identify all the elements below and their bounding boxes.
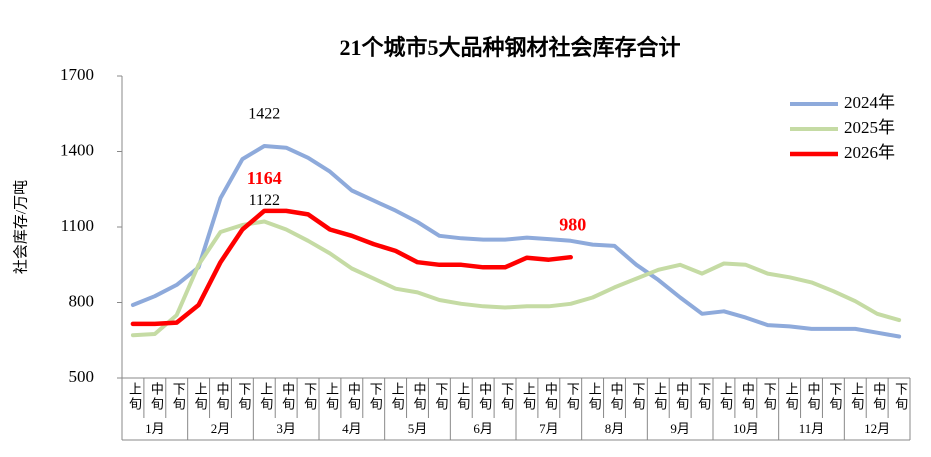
y-tick-label: 1700 xyxy=(60,65,94,84)
x-tick-label: 中旬 xyxy=(609,382,624,412)
x-tick-label: 上旬 xyxy=(784,382,799,412)
x-tick-label: 中旬 xyxy=(149,382,164,412)
x-tick-label: 下旬 xyxy=(696,382,711,412)
month-label: 2月 xyxy=(211,421,231,436)
data-label: 1422 xyxy=(248,106,280,123)
x-tick-label: 中旬 xyxy=(412,382,427,412)
month-label: 10月 xyxy=(733,421,759,436)
x-tick-label: 上旬 xyxy=(127,382,142,412)
x-tick-label: 下旬 xyxy=(433,382,448,412)
series-line xyxy=(130,219,902,338)
series-line xyxy=(130,208,573,327)
x-tick-label: 中旬 xyxy=(215,382,230,412)
x-tick-label: 上旬 xyxy=(718,382,733,412)
x-tick-label: 下旬 xyxy=(893,382,908,412)
month-label: 11月 xyxy=(799,421,825,436)
x-tick-label: 上旬 xyxy=(587,382,602,412)
month-label: 12月 xyxy=(864,421,890,436)
x-tick-label: 中旬 xyxy=(280,382,295,412)
data-label: 1164 xyxy=(247,168,282,188)
y-axis-title: 社会库存/万吨 xyxy=(12,180,29,274)
x-tick-label: 下旬 xyxy=(302,382,317,412)
y-tick-label: 1400 xyxy=(60,140,94,159)
legend-label: 2025年 xyxy=(844,118,895,137)
data-label: 980 xyxy=(559,214,586,234)
x-tick-label: 下旬 xyxy=(762,382,777,412)
month-label: 8月 xyxy=(605,421,625,436)
x-tick-label: 中旬 xyxy=(674,382,689,412)
x-tick-label: 上旬 xyxy=(193,382,208,412)
x-tick-label: 下旬 xyxy=(171,382,186,412)
data-label: 1122 xyxy=(249,192,280,209)
y-tick-label: 800 xyxy=(69,291,95,310)
legend-label: 2024年 xyxy=(844,93,895,112)
x-tick-label: 中旬 xyxy=(346,382,361,412)
series-line xyxy=(130,144,902,339)
x-tick-label: 中旬 xyxy=(740,382,755,412)
x-tick-label: 上旬 xyxy=(849,382,864,412)
x-tick-label: 下旬 xyxy=(368,382,383,412)
y-tick-label: 500 xyxy=(69,367,95,386)
legend-label: 2026年 xyxy=(844,143,895,162)
month-label: 6月 xyxy=(473,421,493,436)
month-label: 9月 xyxy=(670,421,690,436)
x-tick-label: 中旬 xyxy=(806,382,821,412)
chart-title: 21个城市5大品种钢材社会库存合计 xyxy=(339,35,680,60)
x-tick-label: 中旬 xyxy=(871,382,886,412)
x-tick-label: 上旬 xyxy=(258,382,273,412)
x-tick-label: 下旬 xyxy=(565,382,580,412)
x-tick-label: 下旬 xyxy=(499,382,514,412)
x-tick-label: 下旬 xyxy=(236,382,251,412)
x-tick-label: 下旬 xyxy=(827,382,842,412)
x-tick-label: 上旬 xyxy=(324,382,339,412)
x-tick-label: 中旬 xyxy=(477,382,492,412)
x-tick-label: 上旬 xyxy=(455,382,470,412)
x-tick-label: 上旬 xyxy=(390,382,405,412)
x-tick-label: 上旬 xyxy=(521,382,536,412)
month-label: 7月 xyxy=(539,421,559,436)
x-tick-label: 上旬 xyxy=(652,382,667,412)
x-tick-label: 下旬 xyxy=(630,382,645,412)
month-label: 3月 xyxy=(276,421,296,436)
month-label: 4月 xyxy=(342,421,362,436)
month-label: 5月 xyxy=(408,421,428,436)
month-label: 1月 xyxy=(145,421,165,436)
x-tick-label: 中旬 xyxy=(543,382,558,412)
y-tick-label: 1100 xyxy=(61,216,94,235)
